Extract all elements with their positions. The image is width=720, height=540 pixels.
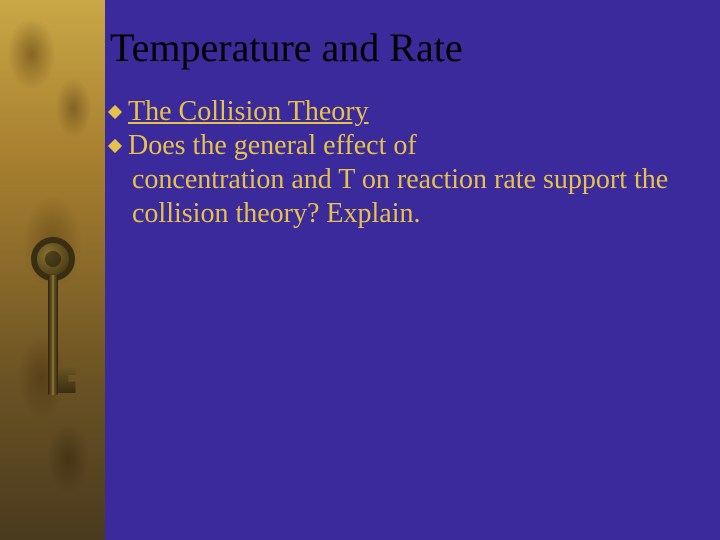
- bullet-text: Does the general effect of: [128, 129, 417, 163]
- bullet-list: The Collision Theory Does the general ef…: [110, 95, 700, 232]
- key-graphic: [31, 237, 75, 281]
- bullet-continuation: concentration and T on reaction rate sup…: [110, 163, 700, 231]
- bullet-text: The Collision Theory: [128, 95, 369, 129]
- sidebar-key-image: [0, 0, 105, 540]
- key-shaft: [48, 275, 58, 395]
- bullet-item: Does the general effect of: [110, 129, 700, 163]
- slide-title: Temperature and Rate: [110, 24, 700, 71]
- diamond-bullet-icon: [108, 139, 122, 153]
- diamond-bullet-icon: [108, 105, 122, 119]
- bullet-item: The Collision Theory: [110, 95, 700, 129]
- slide-content: Temperature and Rate The Collision Theor…: [110, 24, 700, 232]
